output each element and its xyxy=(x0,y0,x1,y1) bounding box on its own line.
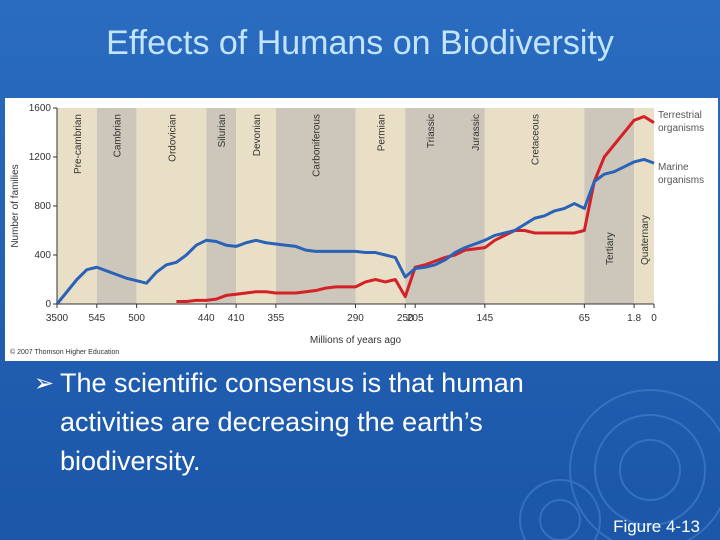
period-label: Cretaceous xyxy=(531,114,542,165)
x-tick-label: 205 xyxy=(407,313,424,324)
period-band xyxy=(584,108,635,304)
period-band xyxy=(236,108,276,304)
period-label: Tertiary xyxy=(605,232,616,265)
x-tick-label: 290 xyxy=(347,313,364,324)
period-label: Devonian xyxy=(252,114,263,156)
x-tick-label: 145 xyxy=(477,313,494,324)
period-label: Permian xyxy=(376,114,387,151)
x-tick-label: 250 xyxy=(397,313,414,324)
x-tick-label: 1.8 xyxy=(627,313,641,324)
period-band xyxy=(405,108,485,304)
period-band xyxy=(136,108,207,304)
period-label: Carboniferous xyxy=(312,114,323,177)
period-label: Silurian xyxy=(217,114,228,147)
x-tick-label: 440 xyxy=(198,313,215,324)
y-tick-label: 0 xyxy=(45,299,51,310)
period-band xyxy=(355,108,406,304)
period-band xyxy=(634,108,654,304)
x-tick-label: 500 xyxy=(128,313,145,324)
series-line xyxy=(55,157,655,305)
x-tick-label: 3500 xyxy=(46,313,69,324)
period-label: Triassic xyxy=(426,114,437,148)
chart: Pre-cambrian Cambrian Ordovician Silurian De… xyxy=(10,103,704,346)
y-axis-title: Number of families xyxy=(10,164,21,247)
period-band xyxy=(275,108,356,304)
period-label: Ordovician xyxy=(167,114,178,162)
x-tick-label: 355 xyxy=(268,313,285,324)
y-tick-label: 800 xyxy=(34,201,51,212)
period-label: Cambrian xyxy=(113,114,124,157)
period-band xyxy=(57,108,97,304)
period-band xyxy=(96,108,137,304)
decoration xyxy=(519,389,720,540)
period-label: Pre-cambrian xyxy=(73,114,84,174)
period-label: Quaternary xyxy=(640,215,651,265)
y-tick-label: 400 xyxy=(34,250,51,261)
x-tick-label: 0 xyxy=(651,313,657,324)
x-tick-label: 65 xyxy=(579,313,591,324)
period-label: Jurassic xyxy=(471,114,482,151)
legend-label: Terrestrial organisms xyxy=(658,110,704,134)
legend-label: Marine organisms xyxy=(658,162,704,186)
slide-title: Effects of Humans on Biodiversity xyxy=(106,24,614,62)
x-axis-title: Millions of years ago xyxy=(310,335,402,346)
bullet-text: The scientific consensus is that human a… xyxy=(60,368,524,476)
y-tick-label: 1600 xyxy=(29,103,52,114)
figure-label: Figure 4-13 xyxy=(613,517,700,536)
credit: © 2007 Thomson Higher Education xyxy=(10,348,119,356)
x-tick-label: 545 xyxy=(88,313,105,324)
x-tick-label: 410 xyxy=(228,313,245,324)
bullet-marker: ➢ xyxy=(34,370,55,397)
period-band xyxy=(206,108,237,304)
y-tick-label: 1200 xyxy=(29,152,52,163)
